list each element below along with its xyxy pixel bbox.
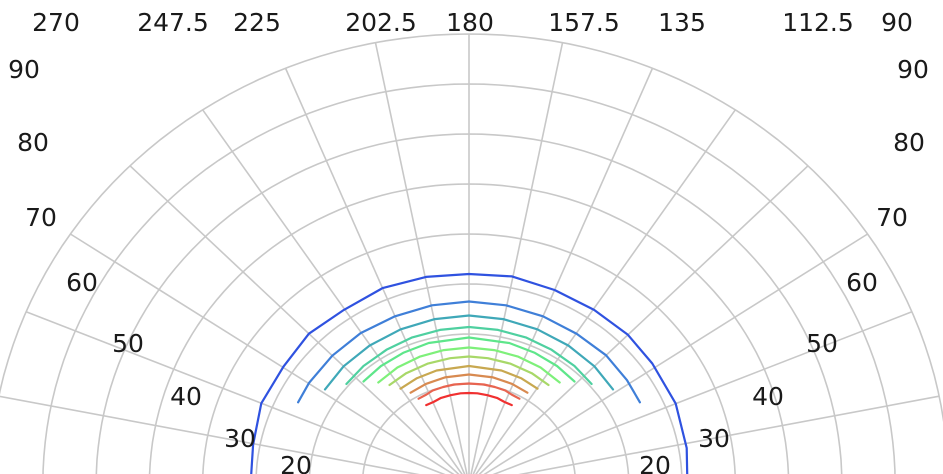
grid-ring [0,33,943,423]
tick-label: 80 [893,128,925,157]
tick-label: 270 [32,8,80,37]
contour-line [399,364,539,390]
tick-label: 247.5 [137,8,209,37]
tick-label: 50 [112,329,144,358]
contour-line [345,325,593,386]
tick-label: 70 [876,203,908,232]
tick-label: 30 [698,424,730,453]
tick-label: 40 [752,382,784,411]
contour-lines [250,272,689,474]
tick-labels: 270 247.5 225 202.5 180 157.5 135 112.5 90 90 90 80… [8,8,929,474]
tick-label: 180 [446,8,494,37]
tick-label: 20 [639,451,671,474]
tick-label: 30 [224,424,256,453]
grid-spoke [202,109,463,474]
tick-label: 225 [233,8,281,37]
tick-label: 50 [806,329,838,358]
contour-line [417,382,521,400]
tick-label: 80 [17,128,49,157]
tick-label: 90 [881,8,913,37]
grid-spoke [478,165,809,474]
grid-spoke [470,42,564,474]
contour-line [297,300,641,404]
polar-grid [0,33,943,474]
grid-spoke [374,42,468,474]
contour-line [409,373,529,394]
tick-label: 60 [66,268,98,297]
tick-label: 70 [25,203,57,232]
contour-line [388,355,550,387]
tick-label: 112.5 [782,8,854,37]
tick-label: 90 [8,55,40,84]
grid-spoke [129,165,460,474]
contour-line [323,314,615,391]
grid-spoke [475,109,736,474]
tick-label: 157.5 [548,8,620,37]
tick-label: 40 [170,382,202,411]
grid-spoke [492,311,913,474]
grid-spoke [518,395,940,474]
grid-spoke [472,67,654,474]
grid-spoke [0,395,420,474]
contour-line [362,336,576,383]
tick-label: 90 [897,55,929,84]
tick-label: 60 [846,268,878,297]
contour-line [425,391,513,407]
grid-spoke [483,233,869,474]
tick-label: 135 [658,8,706,37]
grid-spoke [69,233,455,474]
grid-spoke [25,311,446,474]
tick-label: 202.5 [345,8,417,37]
contour-line [377,346,561,384]
grid-spoke [284,67,466,474]
tick-label: 20 [280,451,312,474]
contour-line [250,272,689,474]
